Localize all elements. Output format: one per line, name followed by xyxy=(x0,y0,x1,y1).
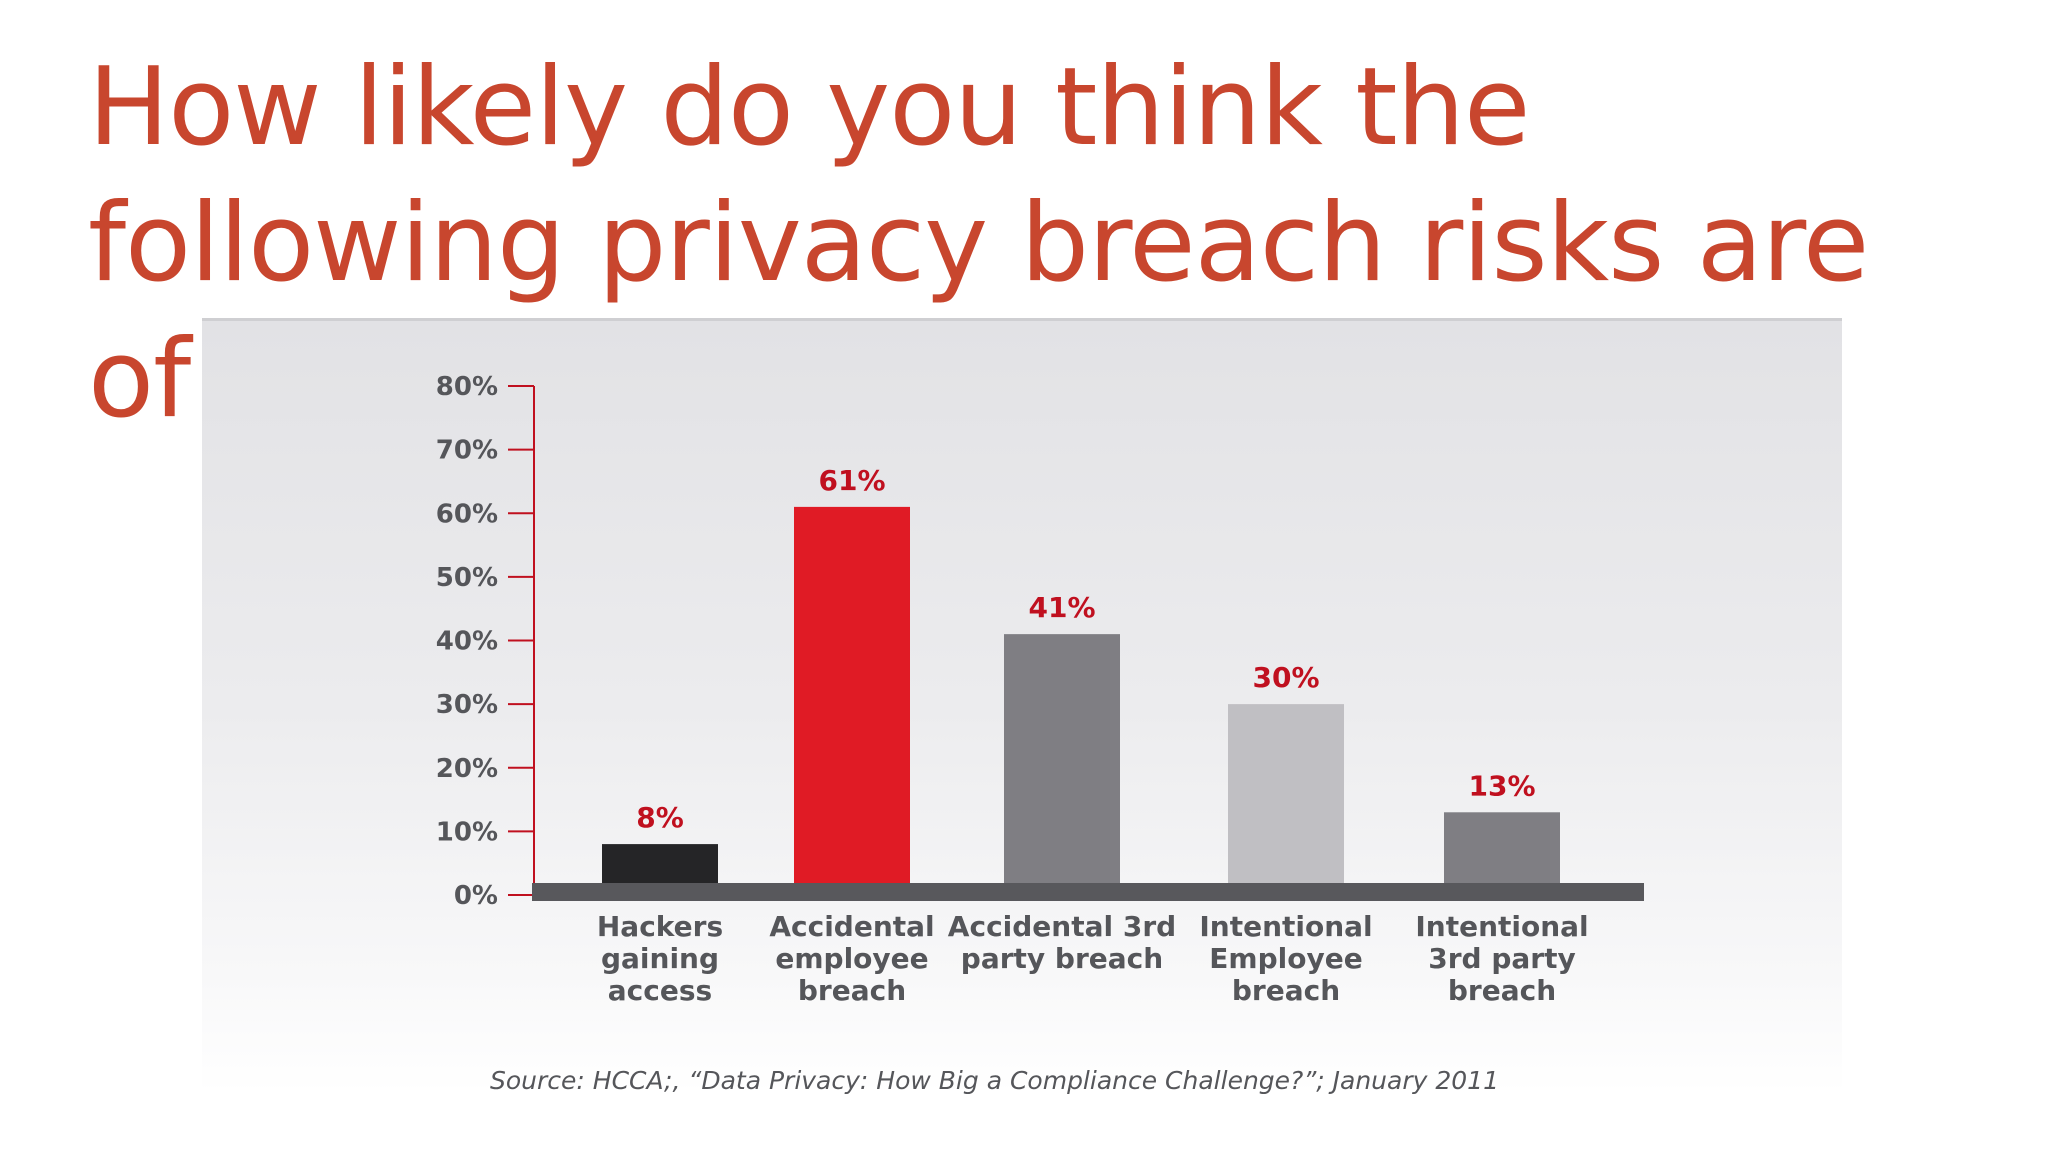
bar xyxy=(602,844,718,883)
x-tick-label: Intentional Employee breach xyxy=(1199,910,1372,1007)
y-tick-label: 80% xyxy=(436,372,498,402)
data-label: 61% xyxy=(818,464,885,497)
bar xyxy=(1228,704,1344,883)
x-tick-label: Accidental employee breach xyxy=(769,910,934,1007)
y-tick-label: 10% xyxy=(436,817,498,847)
baseline-bar xyxy=(532,883,1644,901)
chart-panel: 0% 10% 20% 30% 40% 50% 60% 70% 80% 8% Hackers gaini… xyxy=(202,318,1842,1093)
x-tick-label: Hackers gaining access xyxy=(597,910,723,1007)
bar xyxy=(1444,812,1560,883)
x-tick-label: Intentional 3rd party breach xyxy=(1415,910,1588,1007)
slide-title: How likely do you think the following pr… xyxy=(88,45,1869,442)
y-tick-label: 70% xyxy=(436,436,498,466)
source-citation: Source: HCCA;, “Data Privacy: How Big a … xyxy=(490,1066,1499,1095)
data-label: 13% xyxy=(1468,769,1535,802)
data-label: 41% xyxy=(1028,591,1095,624)
x-tick-label: Accidental 3rd party breach xyxy=(948,910,1176,975)
y-tick-label: 40% xyxy=(436,627,498,657)
bar-chart: 0% 10% 20% 30% 40% 50% 60% 70% 80% 8% Hackers gaini… xyxy=(436,372,1644,1007)
y-tick-label: 0% xyxy=(454,881,498,911)
y-tick-label: 20% xyxy=(436,754,498,784)
data-label: 8% xyxy=(636,801,684,834)
y-tick-label: 30% xyxy=(436,690,498,720)
y-tick-label: 60% xyxy=(436,499,498,529)
bar xyxy=(1004,634,1120,883)
data-label: 30% xyxy=(1252,661,1319,694)
bar xyxy=(794,506,910,883)
y-tick-label: 50% xyxy=(436,563,498,593)
